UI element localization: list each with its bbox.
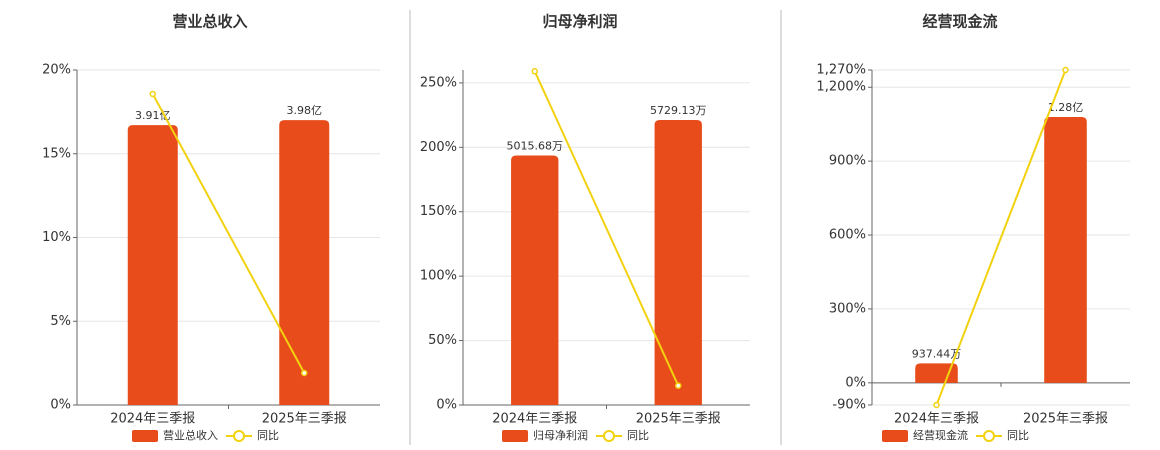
value-label: 3.98亿 [287, 104, 323, 117]
y-tick-label: 1,200% [816, 80, 866, 95]
y-tick-label: 10% [42, 230, 71, 245]
y-tick-label: 100% [420, 269, 457, 284]
y-tick-label: 150% [420, 204, 457, 219]
x-tick-label: 2025年三季报 [1023, 412, 1108, 427]
line [935, 69, 1067, 406]
x-tick-label: 2025年三季报 [636, 412, 721, 427]
legend-swatch [132, 430, 158, 442]
value-label: 5015.68万 [507, 139, 564, 152]
bar [511, 155, 559, 405]
value-label: 5729.13万 [650, 104, 707, 117]
y-tick-label: 600% [829, 228, 866, 243]
line [151, 93, 306, 374]
x-tick-label: 2024年三季报 [894, 412, 979, 427]
line-point [675, 382, 682, 389]
y-tick-label: 200% [420, 140, 457, 155]
legend-swatch [882, 430, 908, 442]
y-tick-label: 0% [845, 375, 866, 390]
legend-swatch [603, 430, 615, 442]
bar [1044, 116, 1087, 383]
line-point [149, 90, 156, 98]
y-tick-label: 20% [42, 63, 71, 78]
y-tick-label: 1,270% [816, 63, 866, 78]
legend-label: 同比 [627, 429, 649, 442]
value-label: 1.28亿 [1048, 101, 1084, 114]
x-tick-label: 2024年三季报 [110, 412, 195, 427]
y-tick-label: 900% [829, 154, 866, 169]
y-tick-label: 0% [50, 398, 71, 413]
bar [127, 125, 178, 405]
chart-title: 经营现金流 [922, 13, 997, 31]
chart-title: 营业总收入 [172, 13, 247, 31]
line-point [933, 401, 940, 409]
legend-label: 营业总收入 [163, 428, 218, 442]
line-point [1062, 66, 1069, 74]
legend-label: 同比 [1007, 429, 1029, 442]
x-tick-label: 2024年三季报 [492, 412, 577, 427]
line [533, 70, 680, 387]
y-tick-label: 50% [428, 333, 457, 348]
line-point [531, 68, 538, 75]
y-tick-label: 300% [829, 301, 866, 316]
y-tick-label: 15% [42, 146, 71, 161]
y-tick-label: 5% [50, 314, 71, 329]
chart-title: 归母净利润 [542, 13, 617, 31]
legend-swatch [983, 430, 995, 442]
value-label: 937.44万 [912, 347, 962, 360]
y-tick-label: 0% [436, 398, 457, 413]
legend-label: 经营现金流 [913, 428, 968, 442]
y-tick-label: -90% [832, 398, 866, 413]
y-tick-label: 250% [420, 75, 457, 90]
legend-swatch [233, 430, 245, 442]
bar [279, 120, 330, 405]
bar [654, 119, 702, 406]
legend-swatch [502, 430, 528, 442]
x-tick-label: 2025年三季报 [262, 412, 347, 427]
legend-label: 同比 [257, 429, 279, 442]
line-point [301, 369, 308, 377]
legend-label: 归母净利润 [533, 428, 588, 442]
